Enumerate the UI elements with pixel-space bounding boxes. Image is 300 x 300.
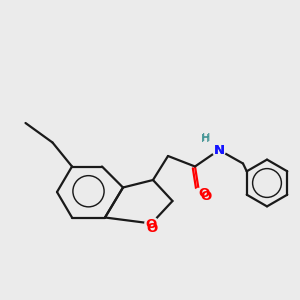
Text: O: O: [198, 187, 209, 200]
Text: N: N: [213, 143, 225, 157]
Text: O: O: [146, 222, 158, 236]
Text: H: H: [201, 134, 210, 144]
Text: N: N: [213, 143, 225, 157]
Circle shape: [193, 188, 206, 202]
Text: H: H: [202, 133, 211, 143]
Text: O: O: [146, 218, 157, 232]
Circle shape: [145, 217, 158, 230]
Text: O: O: [200, 190, 211, 203]
Circle shape: [212, 143, 226, 157]
